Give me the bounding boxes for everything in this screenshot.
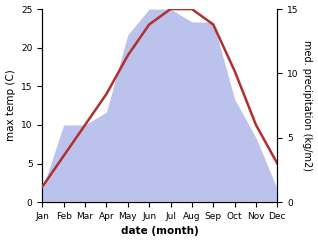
Y-axis label: med. precipitation (kg/m2): med. precipitation (kg/m2) — [302, 40, 313, 171]
X-axis label: date (month): date (month) — [121, 227, 199, 236]
Y-axis label: max temp (C): max temp (C) — [5, 70, 16, 142]
